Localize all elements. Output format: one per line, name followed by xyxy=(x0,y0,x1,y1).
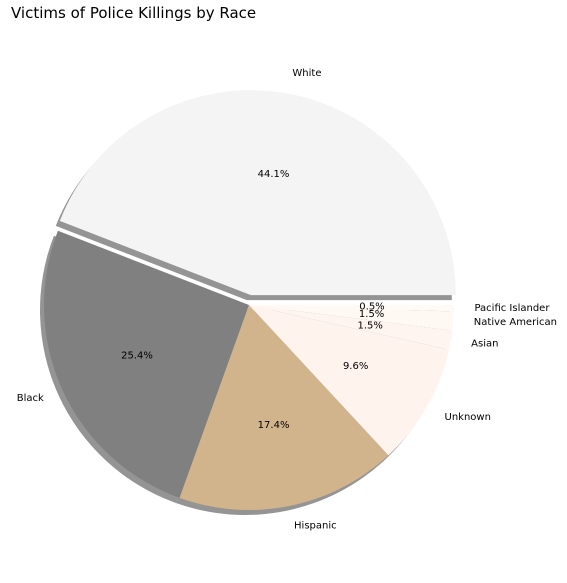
pie-slice-asian xyxy=(249,305,453,350)
pie-label-asian: Asian xyxy=(471,338,498,349)
pie-label-pacific-islander: Pacific Islander xyxy=(474,303,550,314)
pie-slice-native-american xyxy=(249,305,454,331)
pie-slice-pacific-islander xyxy=(249,305,454,312)
pie-pct-label-white: 44.1% xyxy=(258,169,290,180)
pie-label-black: Black xyxy=(17,393,44,404)
pie-pct-label-hispanic: 17.4% xyxy=(258,420,290,431)
chart-title: Victims of Police Killings by Race xyxy=(11,4,257,22)
pie-pct-label-black: 25.4% xyxy=(121,350,153,361)
pie-label-white: White xyxy=(292,68,321,79)
pie-slice-layer xyxy=(43,90,456,510)
pie-label-unknown: Unknown xyxy=(445,412,491,423)
pie-label-layer: White 44.1% Black 25.4% Hispanic 17.4% Unknown… xyxy=(17,68,557,531)
pie-pct-label-unknown: 9.6% xyxy=(343,361,368,372)
pie-label-hispanic: Hispanic xyxy=(294,520,337,531)
pie-label-native-american: Native American xyxy=(474,317,557,328)
pie-slice-unknown xyxy=(249,305,450,456)
pie-pct-label-asian: 1.5% xyxy=(357,321,382,332)
pie-slice-hispanic xyxy=(179,305,389,510)
pie-slice-black xyxy=(43,230,249,498)
pie-pct-label-pacific-islander: 0.5% xyxy=(359,301,384,312)
pie-slice-white xyxy=(59,90,456,296)
pie-pct-label-native-american: 1.5% xyxy=(359,309,384,320)
